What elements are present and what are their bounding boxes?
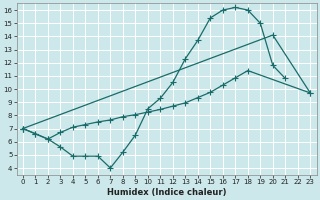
X-axis label: Humidex (Indice chaleur): Humidex (Indice chaleur) xyxy=(107,188,226,197)
